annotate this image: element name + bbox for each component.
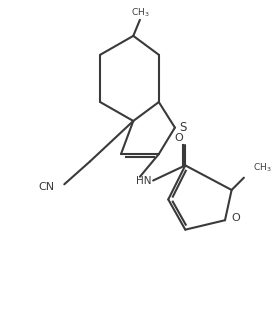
Text: O: O — [232, 213, 240, 223]
Text: HN: HN — [136, 176, 152, 185]
Text: O: O — [175, 133, 183, 143]
Text: CN: CN — [39, 182, 55, 192]
Text: S: S — [180, 121, 187, 134]
Text: CH$_3$: CH$_3$ — [131, 6, 149, 19]
Text: CH$_3$: CH$_3$ — [253, 162, 272, 175]
